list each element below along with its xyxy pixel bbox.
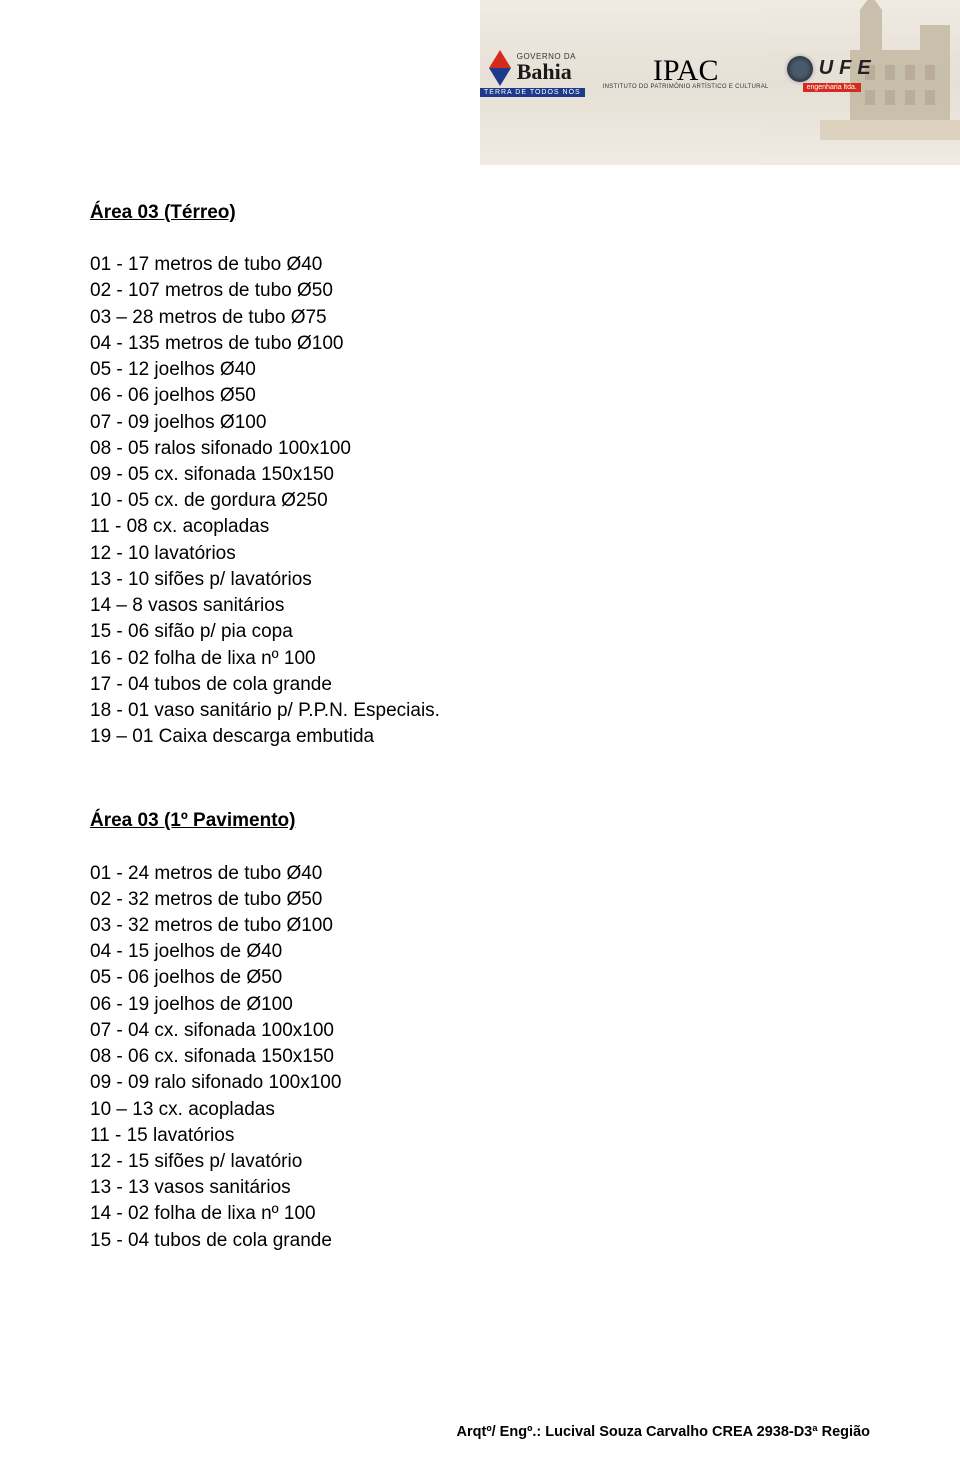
list-item: 04 - 15 joelhos de Ø40 — [90, 939, 870, 965]
list-item: 09 - 05 cx. sifonada 150x150 — [90, 462, 870, 488]
list-item: 17 - 04 tubos de cola grande — [90, 672, 870, 698]
list-item: 19 – 01 Caixa descarga embutida — [90, 724, 870, 750]
list-item: 07 - 04 cx. sifonada 100x100 — [90, 1018, 870, 1044]
footer-credit: Arqtº/ Engº.: Lucival Souza Carvalho CRE… — [457, 1424, 870, 1440]
ufe-big-text: UFE — [819, 57, 877, 80]
logo-row: GOVERNO DA Bahia TERRA DE TODOS NÓS IPAC… — [480, 50, 877, 97]
ipac-big-text: IPAC — [653, 57, 719, 84]
list-item: 16 - 02 folha de lixa nº 100 — [90, 646, 870, 672]
list-item: 03 - 32 metros de tubo Ø100 — [90, 913, 870, 939]
list-item: 06 - 19 joelhos de Ø100 — [90, 992, 870, 1018]
ufe-logo: UFE engenharia ltda. — [787, 56, 877, 92]
list-item: 05 - 06 joelhos de Ø50 — [90, 965, 870, 991]
list-item: 15 - 06 sifão p/ pia copa — [90, 619, 870, 645]
list-item: 01 - 24 metros de tubo Ø40 — [90, 861, 870, 887]
ipac-logo: IPAC INSTITUTO DO PATRIMÔNIO ARTÍSTICO E… — [603, 57, 769, 90]
list-item: 14 – 8 vasos sanitários — [90, 593, 870, 619]
list-item: 14 - 02 folha de lixa nº 100 — [90, 1201, 870, 1227]
list-item: 05 - 12 joelhos Ø40 — [90, 357, 870, 383]
list-item: 10 – 13 cx. acopladas — [90, 1097, 870, 1123]
list-item: 09 - 09 ralo sifonado 100x100 — [90, 1070, 870, 1096]
list-item: 08 - 06 cx. sifonada 150x150 — [90, 1044, 870, 1070]
list-item: 02 - 107 metros de tubo Ø50 — [90, 278, 870, 304]
item-list: 01 - 24 metros de tubo Ø4002 - 32 metros… — [90, 861, 870, 1254]
list-item: 01 - 17 metros de tubo Ø40 — [90, 252, 870, 278]
list-item: 18 - 01 vaso sanitário p/ P.P.N. Especia… — [90, 698, 870, 724]
gear-icon — [787, 56, 813, 82]
list-item: 03 – 28 metros de tubo Ø75 — [90, 305, 870, 331]
list-item: 12 - 10 lavatórios — [90, 541, 870, 567]
list-item: 12 - 15 sifões p/ lavatório — [90, 1149, 870, 1175]
ufe-sub-text: engenharia ltda. — [803, 83, 861, 92]
list-item: 15 - 04 tubos de cola grande — [90, 1228, 870, 1254]
list-item: 02 - 32 metros de tubo Ø50 — [90, 887, 870, 913]
bahia-tagline: TERRA DE TODOS NÓS — [480, 88, 585, 97]
bahia-triangle-icon — [489, 50, 511, 68]
section-heading: Área 03 (Térreo) — [90, 200, 870, 226]
list-item: 11 - 08 cx. acopladas — [90, 514, 870, 540]
list-item: 07 - 09 joelhos Ø100 — [90, 410, 870, 436]
document-content: Área 03 (Térreo) 01 - 17 metros de tubo Ø… — [90, 200, 870, 1312]
item-list: 01 - 17 metros de tubo Ø4002 - 107 metro… — [90, 252, 870, 750]
list-item: 08 - 05 ralos sifonado 100x100 — [90, 436, 870, 462]
list-item: 10 - 05 cx. de gordura Ø250 — [90, 488, 870, 514]
ipac-sub-text: INSTITUTO DO PATRIMÔNIO ARTÍSTICO E CULT… — [603, 84, 769, 90]
list-item: 13 - 10 sifões p/ lavatórios — [90, 567, 870, 593]
list-item: 04 - 135 metros de tubo Ø100 — [90, 331, 870, 357]
list-item: 13 - 13 vasos sanitários — [90, 1175, 870, 1201]
list-item: 06 - 06 joelhos Ø50 — [90, 383, 870, 409]
bahia-big-text: Bahia — [517, 61, 576, 83]
list-item: 11 - 15 lavatórios — [90, 1123, 870, 1149]
bahia-logo: GOVERNO DA Bahia TERRA DE TODOS NÓS — [480, 50, 585, 97]
section-heading: Área 03 (1º Pavimento) — [90, 808, 870, 834]
